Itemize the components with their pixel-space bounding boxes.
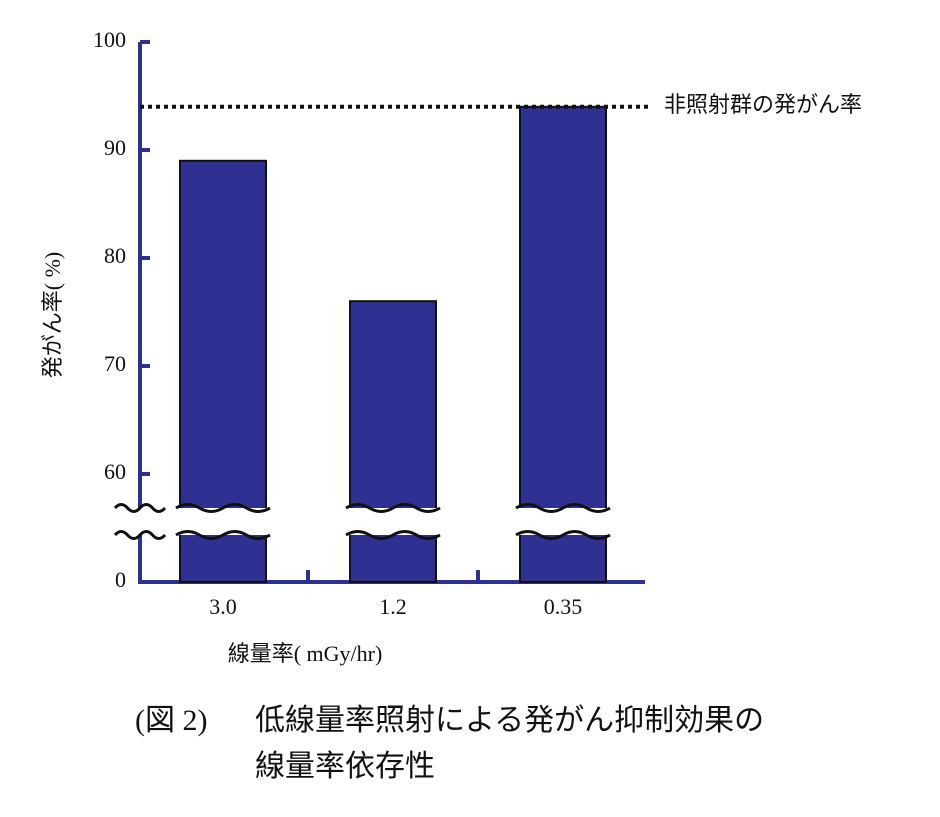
x-axis-label: 線量率( mGy/hr) [228, 641, 383, 666]
x-tick-label: 1.2 [379, 594, 407, 619]
bar [519, 105, 607, 584]
y-axis-label: 発がん率( %) [40, 252, 65, 378]
y-tick-label: 70 [104, 351, 126, 376]
bar [349, 300, 437, 583]
y-tick-label: 90 [104, 135, 126, 160]
caption-line: 線量率依存性 [255, 750, 435, 783]
figure-number: (図 2) [135, 704, 207, 737]
y-tick-label: 0 [115, 567, 126, 592]
axis-break-wave [175, 503, 271, 513]
reference-label: 非照射群の発がん率 [664, 92, 862, 117]
x-tick-label: 3.0 [209, 594, 237, 619]
axis-break-wave [113, 530, 167, 540]
y-tick-label: 60 [104, 459, 126, 484]
x-tick-label: 0.35 [544, 594, 583, 619]
caption-line: 低線量率照射による発がん抑制効果の [255, 704, 764, 737]
axis-break-wave [345, 530, 441, 540]
axis-break-wave [113, 503, 167, 513]
axis-break-wave [175, 530, 271, 540]
axis-break-wave [345, 503, 441, 513]
y-tick-label: 80 [104, 243, 126, 268]
axis-break-wave [515, 503, 611, 513]
y-tick-label: 100 [93, 27, 126, 52]
axis-break-wave [515, 530, 611, 540]
